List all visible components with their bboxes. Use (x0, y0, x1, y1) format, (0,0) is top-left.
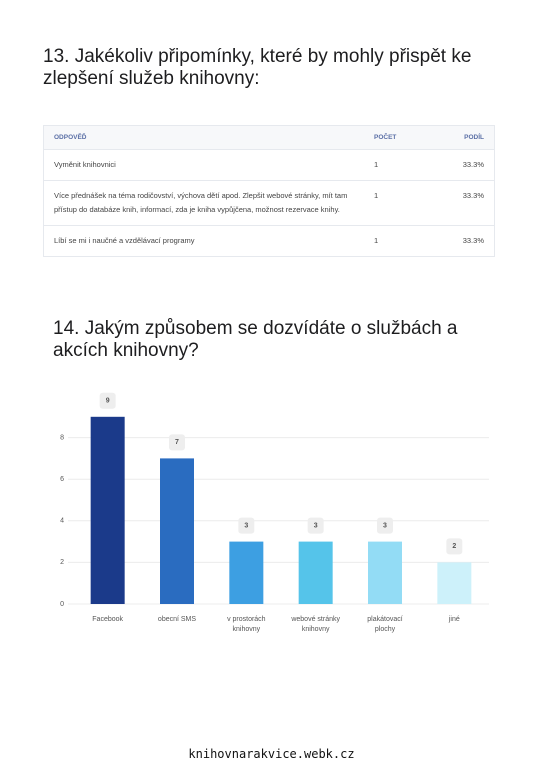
y-tick-label: 0 (60, 601, 64, 608)
cell: 33.3% (429, 149, 495, 181)
value-badge (446, 538, 463, 555)
x-tick-label: v prostorách knihovny (227, 616, 266, 633)
value-label: 3 (244, 522, 248, 529)
value-label: 7 (175, 439, 179, 446)
cell: 1 (364, 225, 430, 257)
cell: 1 (364, 149, 430, 181)
row: Více přednášek na téma rodičovství, vých… (43, 180, 495, 226)
row: Vyměnit knihovnici 1 33.3% (43, 149, 495, 181)
cell: Líbí se mi i naučné a vzdělávací program… (43, 225, 364, 257)
y-tick-label: 6 (60, 476, 64, 483)
x-tick-label: webové stránky knihovny (290, 616, 340, 633)
answers-table: ODPOVĚĎ POČET PODÍL Vyměnit knihovnici 1… (43, 125, 495, 257)
bar (298, 541, 333, 604)
chart-title: 14. Jakým způsobem se dozvídáte o službá… (53, 318, 458, 361)
column-header: POČET (364, 125, 430, 150)
y-tick-label: 4 (60, 518, 64, 525)
value-badge (238, 517, 255, 534)
y-tick-label: 2 (60, 559, 64, 566)
cell: Více přednášek na téma rodičovství, vých… (43, 180, 364, 226)
cell: 33.3% (429, 225, 495, 257)
chart: 0 2 4 6 8 Facebook 9 obecní SMS 7 v prostorách kni… (60, 392, 489, 633)
value-label: 9 (106, 398, 110, 405)
value-label: 2 (452, 543, 456, 550)
cell: 1 (364, 180, 430, 226)
bar (160, 458, 194, 604)
cell: 33.3% (429, 180, 495, 226)
x-tick-label: jiné (448, 616, 460, 623)
footer: knihovnarakvice.webk.cz (188, 747, 355, 761)
x-tick-label: Facebook (92, 616, 123, 623)
bar (437, 562, 472, 604)
value-badge (307, 517, 324, 534)
bar (90, 416, 125, 604)
value-badge (169, 434, 185, 451)
question-title: 13. Jakékoliv připomínky, které by mohly… (43, 46, 472, 89)
header-row: ODPOVĚĎ POČET PODÍL (43, 125, 495, 150)
value-badge (377, 517, 393, 534)
y-tick-label: 8 (60, 434, 64, 441)
column-header: ODPOVĚĎ (43, 125, 364, 150)
row: Líbí se mi i naučné a vzdělávací program… (43, 225, 495, 257)
value-label: 3 (383, 522, 387, 529)
x-tick-label: obecní SMS (158, 616, 196, 623)
bar (368, 541, 402, 604)
bar (229, 541, 264, 604)
value-badge (99, 392, 116, 409)
x-tick-label: plakátovací plochy (367, 616, 402, 633)
value-label: 3 (314, 522, 318, 529)
cell: Vyměnit knihovnici (43, 149, 364, 181)
column-header: PODÍL (429, 125, 495, 150)
